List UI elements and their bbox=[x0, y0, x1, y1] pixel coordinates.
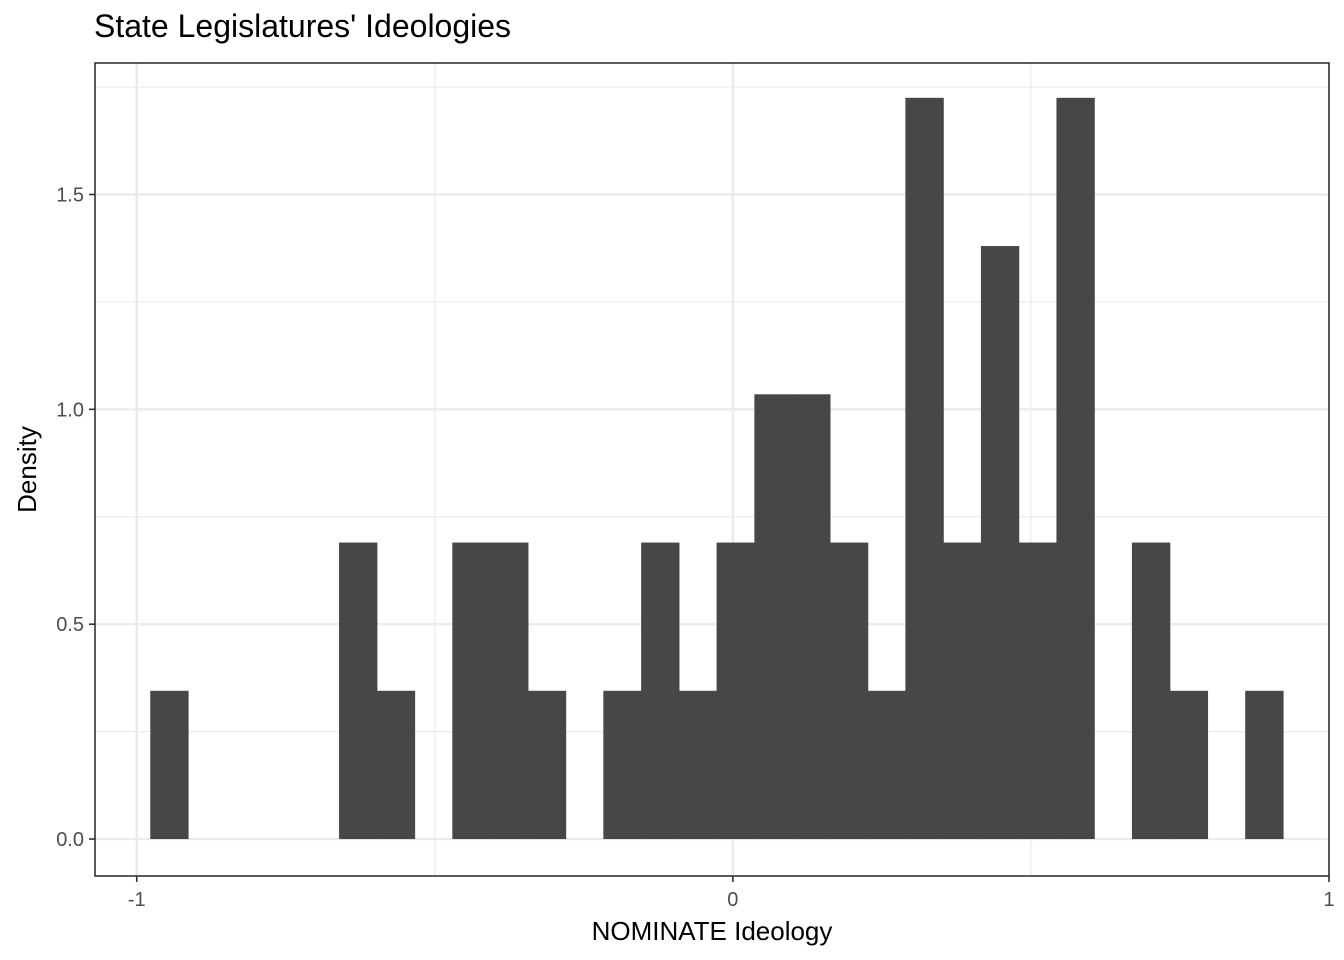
histogram-bar bbox=[1018, 542, 1058, 840]
histogram-bar bbox=[452, 542, 491, 840]
y-tick-label: 0.5 bbox=[56, 614, 84, 636]
histogram-bars bbox=[150, 97, 1284, 840]
histogram-bar bbox=[339, 542, 378, 840]
y-axis-title: Density bbox=[12, 426, 42, 513]
x-tick-label: 0 bbox=[727, 889, 738, 911]
histogram-bar bbox=[943, 542, 982, 840]
histogram-bar bbox=[641, 542, 680, 840]
histogram-bar bbox=[376, 690, 416, 840]
histogram-bar bbox=[792, 394, 831, 840]
y-tick-label: 1.0 bbox=[56, 399, 84, 421]
histogram-bar bbox=[867, 690, 906, 840]
x-axis-title: NOMINATE Ideology bbox=[592, 916, 833, 946]
histogram-bar bbox=[1245, 690, 1284, 840]
y-tick-label: 1.5 bbox=[56, 184, 84, 206]
y-tick-label: 0.0 bbox=[56, 829, 84, 851]
histogram-bar bbox=[490, 542, 529, 840]
histogram-bar bbox=[905, 97, 944, 840]
histogram-bar bbox=[754, 394, 793, 840]
panel-border bbox=[94, 62, 1330, 877]
histogram-bar bbox=[980, 246, 1020, 840]
grid-lines bbox=[95, 63, 1331, 876]
axes: 0.0 0.5 1.0 1.5 -1 0 1 bbox=[56, 184, 1334, 911]
histogram-bar bbox=[678, 690, 718, 840]
histogram-bar bbox=[1056, 97, 1095, 840]
histogram-bar bbox=[1169, 690, 1209, 840]
histogram-bar bbox=[603, 690, 642, 840]
x-tick-label: 1 bbox=[1323, 889, 1334, 911]
x-tick-label: -1 bbox=[128, 889, 146, 911]
histogram-bar bbox=[716, 542, 755, 840]
histogram-bar bbox=[150, 690, 189, 840]
histogram-bar bbox=[1131, 542, 1171, 840]
histogram-bar bbox=[527, 690, 567, 840]
histogram-bar bbox=[829, 542, 869, 840]
chart-title: State Legislatures' Ideologies bbox=[94, 8, 512, 44]
